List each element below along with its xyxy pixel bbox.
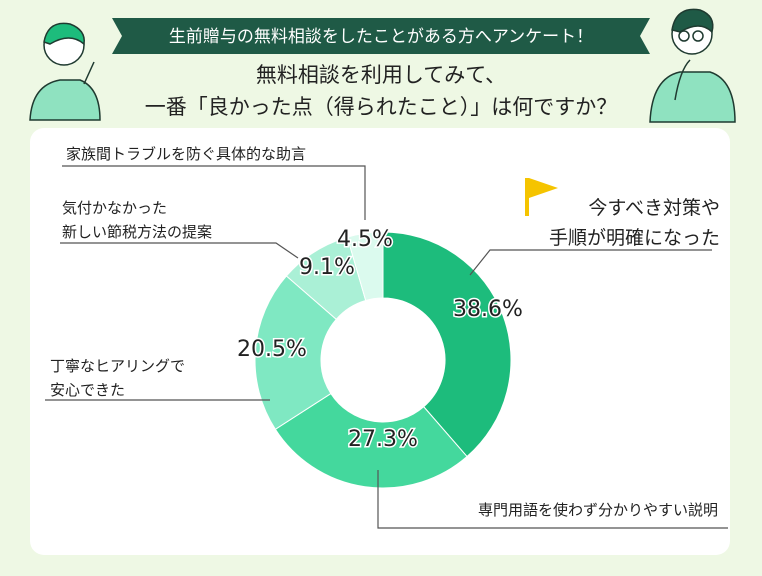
category-label: 今すべき対策や手順が明確になった xyxy=(549,197,720,249)
donut-slice xyxy=(382,231,512,458)
flag-icon xyxy=(525,178,558,216)
donut-slice xyxy=(274,392,468,489)
category-label: 専門用語を使わず分かりやすい説明 xyxy=(478,501,718,519)
chart-title: 生前贈与の無料相談をしたことがある方へアンケート！ xyxy=(169,27,593,47)
value-label: 9.1% xyxy=(299,255,355,280)
person-right xyxy=(649,8,736,123)
person-left xyxy=(29,22,101,121)
chart-subtitle: 無料相談を利用してみて、一番「良かった点（得られたこと）」は何ですか？ xyxy=(145,63,618,119)
value-label: 4.5% xyxy=(337,227,393,252)
donut-slice xyxy=(346,231,384,302)
value-label: 38.6% xyxy=(453,297,523,322)
value-label: 27.3% xyxy=(348,427,418,452)
leader-line xyxy=(377,470,728,529)
leader-line xyxy=(62,165,366,220)
panel xyxy=(30,128,730,555)
category-label: 気付かなかった新しい節税方法の提案 xyxy=(62,199,212,241)
leader-line xyxy=(469,249,712,276)
category-label: 家族間トラブルを防ぐ具体的な助言 xyxy=(66,145,306,163)
leader-line xyxy=(60,242,299,259)
category-label: 丁寧なヒアリングで安心できた xyxy=(50,357,185,399)
value-label: 20.5% xyxy=(237,337,307,362)
title-banner xyxy=(112,18,650,54)
donut-slice xyxy=(254,275,337,430)
